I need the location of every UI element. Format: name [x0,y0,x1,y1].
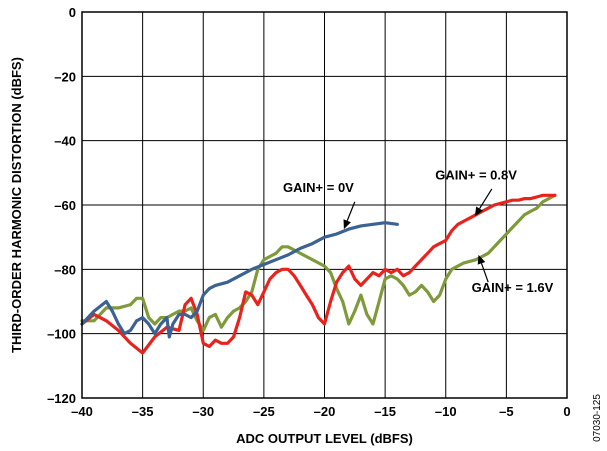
y-axis-title: THIRD-ORDER HARMONIC DISTORTION (dBFS) [9,57,24,353]
arrow-gain-1-6v [477,254,489,283]
x-tick-label: –35 [132,404,154,419]
y-tick-label: –120 [47,391,76,406]
x-tick-label: –15 [374,404,396,419]
y-tick-labels: 0 –20 –40 –60 –80 –100 –120 [47,5,76,406]
figure-code: 07030-125 [592,394,603,442]
x-tick-label: –10 [435,404,457,419]
x-tick-label: –25 [253,404,275,419]
y-tick-label: –40 [54,134,76,149]
arrow-gain-0-8v [474,188,493,217]
x-tick-labels: –40 –35 –30 –25 –20 –15 –10 –5 0 [71,404,570,419]
y-tick-label: –100 [47,327,76,342]
x-axis-title: ADC OUTPUT LEVEL (dBFS) [236,431,413,446]
annotation-label-0: GAIN+ = 0V [283,180,354,195]
annotation-label-1: GAIN+ = 0.8V [435,167,517,182]
y-tick-label: –60 [54,198,76,213]
plot-frame [81,11,568,399]
x-tick-label: –5 [499,404,513,419]
y-tick-label: –80 [54,262,76,277]
x-tick-label: –40 [71,404,93,419]
x-tick-label: –30 [192,404,214,419]
annotation-labels: GAIN+ = 0V GAIN+ = 0.8V GAIN+ = 1.6V [283,167,554,295]
x-tick-label: 0 [563,404,570,419]
x-tick-label: –20 [314,404,336,419]
y-tick-label: –20 [54,69,76,84]
series-lines [80,193,557,355]
series-line-1 [80,193,557,355]
series-line-0 [80,221,399,339]
arrow-gain-0v [343,201,356,230]
grid-lines [81,11,568,399]
y-tick-label: 0 [69,5,76,20]
series-line-2 [80,193,557,332]
annotation-label-2: GAIN+ = 1.6V [472,280,554,295]
annotation-arrows [343,188,493,283]
